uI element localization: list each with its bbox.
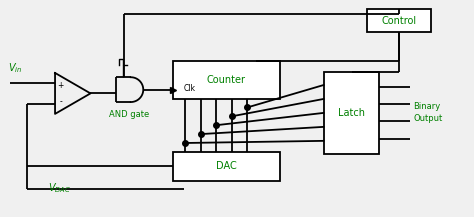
Text: Clk: Clk [183,84,196,93]
Bar [367,9,431,32]
Bar [173,152,280,181]
Text: AND gate: AND gate [109,110,150,120]
Bar [324,72,379,154]
Text: Latch: Latch [338,108,365,118]
Text: Counter: Counter [207,75,246,85]
Text: $V_{in}$: $V_{in}$ [8,61,22,75]
Text: Binary
Output: Binary Output [413,102,443,123]
Text: Control: Control [381,16,417,26]
Text: $V_{DAC}$: $V_{DAC}$ [48,181,71,195]
Text: +: + [57,81,64,90]
Text: -: - [59,97,62,106]
Text: DAC: DAC [216,161,237,171]
Bar [173,61,280,99]
